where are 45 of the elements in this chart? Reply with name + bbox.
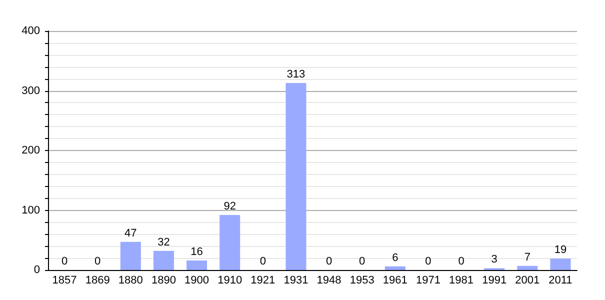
bar: [286, 82, 306, 270]
bar: [517, 266, 538, 270]
data-label: 6: [392, 252, 398, 264]
y-tick-label: 400: [22, 25, 40, 37]
bar: [186, 260, 208, 270]
x-tick-label: 1900: [184, 274, 210, 286]
x-tick-label: 1880: [118, 274, 143, 286]
bar: [220, 215, 240, 270]
data-label: 7: [524, 251, 530, 264]
data-label: 0: [326, 256, 332, 268]
x-tick-label: 1981: [449, 274, 474, 286]
y-tick-label: 100: [22, 204, 40, 216]
data-label: 0: [260, 256, 266, 268]
x-tick-label: 2011: [548, 274, 572, 286]
x-tick-label: 1953: [350, 274, 374, 286]
bar: [550, 258, 571, 270]
data-label: 3: [491, 254, 498, 266]
bar: [153, 250, 174, 270]
x-tick-label: 1910: [218, 274, 242, 286]
x-tick-label: 1869: [85, 274, 110, 286]
data-label: 0: [425, 256, 432, 268]
data-label: 19: [554, 244, 567, 256]
x-tick-label: 1857: [52, 274, 77, 286]
data-label: 0: [61, 256, 68, 268]
x-tick-label: 2001: [515, 274, 540, 286]
x-tick-label: 1991: [482, 274, 507, 286]
y-tick-label: 200: [22, 144, 40, 156]
data-label: 32: [158, 236, 170, 248]
x-tick-label: 1890: [151, 274, 176, 286]
y-tick-label: 300: [22, 84, 40, 97]
data-label: 0: [458, 256, 464, 268]
data-label: 16: [190, 246, 203, 258]
x-tick-label: 1948: [316, 274, 342, 286]
x-tick-label: 1921: [250, 274, 276, 286]
data-label: 92: [224, 200, 236, 213]
x-tick-label: 1961: [382, 274, 408, 286]
data-label: 0: [359, 256, 366, 268]
x-tick-label: 1931: [284, 274, 308, 286]
bar: [384, 266, 406, 270]
y-tick-label: 0: [34, 264, 40, 276]
data-label: 313: [286, 68, 306, 80]
x-tick-label: 1971: [416, 274, 440, 286]
data-label: 0: [94, 256, 101, 268]
bar: [120, 242, 141, 270]
data-label: 47: [124, 227, 137, 240]
